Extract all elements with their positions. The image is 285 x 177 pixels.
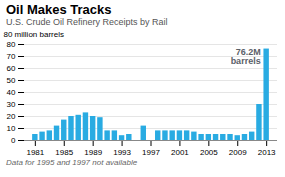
svg-text:30: 30 [7,100,16,109]
svg-text:0: 0 [11,136,16,145]
svg-text:2009: 2009 [229,148,247,157]
svg-text:50: 50 [7,76,16,85]
html-text:U.S. Crude Oil Refinery Receip: U.S. Crude Oil Refinery Receipts by Rail [6,17,168,27]
svg-text:2005: 2005 [200,148,218,157]
svg-text:2013: 2013 [258,148,276,157]
html-text:Data for 1995 and 1997 not ava: Data for 1995 and 1997 not available [6,158,138,167]
svg-text:10: 10 [7,124,16,133]
svg-text:60: 60 [7,64,16,73]
svg-text:1981: 1981 [26,148,44,157]
svg-text:2001: 2001 [171,148,189,157]
html-text:Oil Makes Tracks: Oil Makes Tracks [6,2,112,17]
svg-text:1985: 1985 [55,148,73,157]
svg-text:40: 40 [7,88,16,97]
svg-text:1993: 1993 [113,148,131,157]
svg-text:1989: 1989 [84,148,102,157]
svg-text:80 million barrels: 80 million barrels [4,30,64,39]
svg-text:76.2Mbarrels: 76.2Mbarrels [231,47,261,66]
svg-text:1997: 1997 [142,148,160,157]
svg-text:70: 70 [7,52,16,61]
svg-text:20: 20 [7,112,16,121]
svg-text:80: 80 [7,40,16,49]
